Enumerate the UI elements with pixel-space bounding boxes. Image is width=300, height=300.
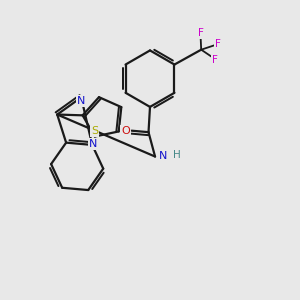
Text: N: N — [77, 96, 86, 106]
Text: F: F — [214, 39, 220, 49]
Text: O: O — [121, 126, 130, 136]
Text: N: N — [159, 151, 167, 161]
Text: F: F — [198, 28, 204, 38]
Text: S: S — [91, 126, 98, 136]
Text: N: N — [88, 139, 97, 149]
Text: H: H — [173, 150, 181, 160]
Text: F: F — [212, 55, 218, 65]
